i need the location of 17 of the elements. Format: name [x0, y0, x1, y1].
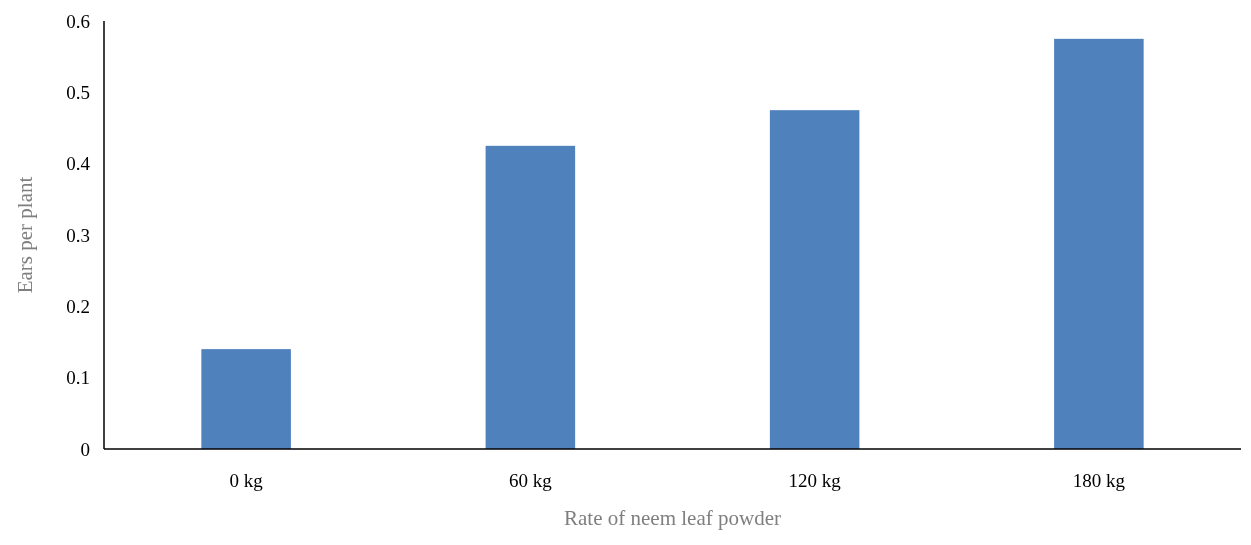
y-tick-label: 0 — [80, 438, 90, 460]
x-axis-title: Rate of neem leaf powder — [564, 506, 781, 530]
y-axis-title: Ears per plant — [13, 176, 37, 294]
bar — [769, 110, 860, 449]
y-tick-label: 0.5 — [66, 81, 90, 103]
x-tick-label: 120 kg — [788, 470, 842, 491]
x-tick-label: 180 kg — [1072, 470, 1126, 491]
y-tick-label: 0.1 — [66, 367, 90, 389]
x-tick-label: 60 kg — [509, 470, 553, 491]
y-tick-label: 0.2 — [66, 295, 90, 317]
y-tick-label: 0.6 — [66, 10, 90, 32]
y-tick-label: 0.3 — [66, 224, 90, 246]
bar — [201, 349, 291, 449]
x-tick-label: 0 kg — [229, 470, 264, 491]
y-tick-label: 0.4 — [66, 153, 91, 175]
bar — [1054, 38, 1144, 449]
bar — [485, 145, 576, 449]
